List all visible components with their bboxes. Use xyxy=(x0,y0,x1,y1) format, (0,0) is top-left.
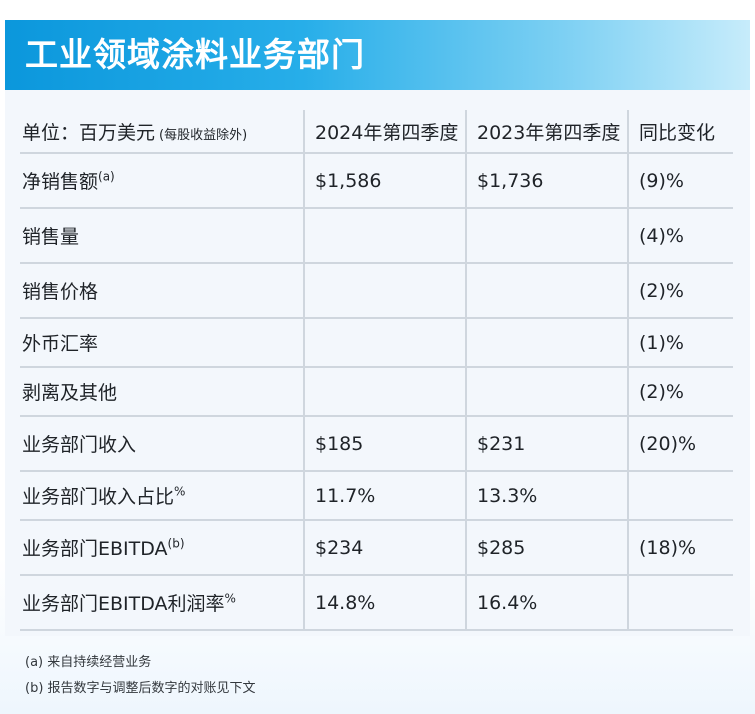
table-header-row: 单位：百万美元 (每股收益除外) 2024年第四季度 2023年第四季度 同比变化 xyxy=(20,110,733,154)
row-label: 销售量 xyxy=(20,208,305,264)
value-2023 xyxy=(466,208,629,264)
table-row: 业务部门EBITDA利润率% 14.8% 16.4% xyxy=(20,575,733,631)
header-change: 同比变化 xyxy=(628,110,733,154)
value-change xyxy=(628,471,733,521)
page-title: 工业领域涂料业务部门 xyxy=(25,35,365,74)
row-label: 剥离及其他 xyxy=(20,367,305,417)
table-row: 外币汇率 (1)% xyxy=(20,318,733,368)
value-change: (9)% xyxy=(628,153,733,209)
value-2023: $285 xyxy=(466,520,629,576)
title-banner: 工业领域涂料业务部门 xyxy=(5,20,750,90)
value-2023: 13.3% xyxy=(466,471,629,521)
financial-table: 单位：百万美元 (每股收益除外) 2024年第四季度 2023年第四季度 同比变化… xyxy=(20,110,733,631)
value-2024: $234 xyxy=(304,520,467,576)
unit-note: (每股收益除外) xyxy=(159,127,248,143)
footnote-b: (b) 报告数字与调整后数字的对账见下文 xyxy=(25,681,256,696)
value-2024 xyxy=(304,367,467,417)
value-2023 xyxy=(466,263,629,319)
value-2024: 11.7% xyxy=(304,471,467,521)
value-change: (4)% xyxy=(628,208,733,264)
footnote-a: (a) 来自持续经营业务 xyxy=(25,655,152,670)
value-2023 xyxy=(466,367,629,417)
row-label: 净销售额(a) xyxy=(20,153,305,209)
value-2024: $185 xyxy=(304,416,467,472)
unit-label: 单位：百万美元 xyxy=(22,121,156,144)
value-2024 xyxy=(304,263,467,319)
value-change: (1)% xyxy=(628,318,733,368)
table-row: 销售价格 (2)% xyxy=(20,263,733,319)
table-row: 净销售额(a) $1,586 $1,736 (9)% xyxy=(20,153,733,209)
value-2024 xyxy=(304,208,467,264)
value-2024: 14.8% xyxy=(304,575,467,631)
header-2024: 2024年第四季度 xyxy=(304,110,467,154)
value-change: (2)% xyxy=(628,367,733,417)
value-2023: $231 xyxy=(466,416,629,472)
footnotes: (a) 来自持续经营业务 (b) 报告数字与调整后数字的对账见下文 xyxy=(25,650,256,702)
row-label: 业务部门收入占比% xyxy=(20,471,305,521)
row-label: 销售价格 xyxy=(20,263,305,319)
value-2023: 16.4% xyxy=(466,575,629,631)
value-2023: $1,736 xyxy=(466,153,629,209)
value-2024: $1,586 xyxy=(304,153,467,209)
table-row: 销售量 (4)% xyxy=(20,208,733,264)
table-panel: 单位：百万美元 (每股收益除外) 2024年第四季度 2023年第四季度 同比变化… xyxy=(5,90,750,636)
value-change: (2)% xyxy=(628,263,733,319)
value-2024 xyxy=(304,318,467,368)
table-row: 业务部门收入 $185 $231 (20)% xyxy=(20,416,733,472)
row-label: 业务部门收入 xyxy=(20,416,305,472)
table-row: 剥离及其他 (2)% xyxy=(20,367,733,417)
value-change: (18)% xyxy=(628,520,733,576)
table-row: 业务部门收入占比% 11.7% 13.3% xyxy=(20,471,733,521)
value-change xyxy=(628,575,733,631)
row-label: 业务部门EBITDA利润率% xyxy=(20,575,305,631)
row-label: 外币汇率 xyxy=(20,318,305,368)
row-label: 业务部门EBITDA(b) xyxy=(20,520,305,576)
value-change: (20)% xyxy=(628,416,733,472)
header-2023: 2023年第四季度 xyxy=(466,110,629,154)
table-row: 业务部门EBITDA(b) $234 $285 (18)% xyxy=(20,520,733,576)
value-2023 xyxy=(466,318,629,368)
header-unit: 单位：百万美元 (每股收益除外) xyxy=(20,110,305,154)
